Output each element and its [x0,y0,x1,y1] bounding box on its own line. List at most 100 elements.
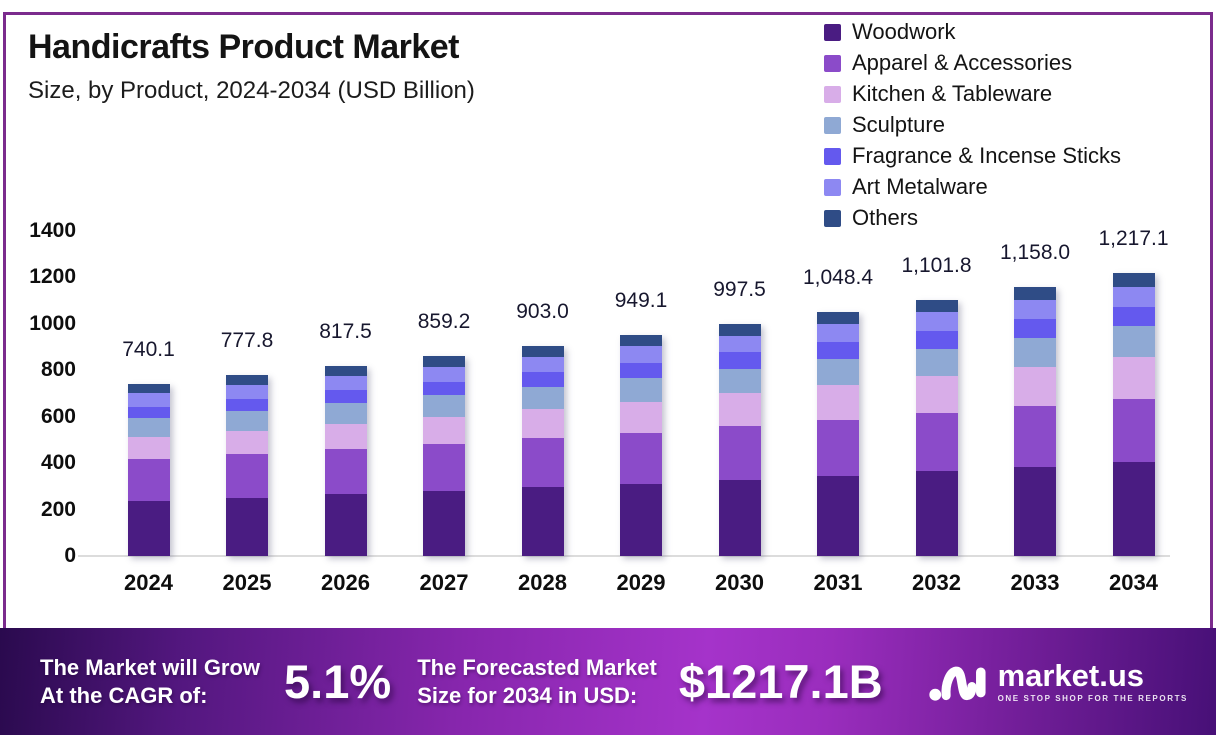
bar-segment-2030 [718,393,761,427]
bar-total-label-2032: 1,101.8 [901,253,972,277]
bar-segment-2025 [226,411,268,431]
legend-label: Art Metalware [852,174,988,199]
bar-segment-2030 [718,324,761,336]
x-axis-label-2025: 2025 [222,570,272,595]
bar-total-label-2029: 949.1 [614,289,668,313]
title-block: Handicrafts Product Market Size, by Prod… [28,28,475,105]
legend-swatch-icon [824,209,841,227]
bar-2031 [817,312,859,556]
legend-item-4: Sculpture [824,113,1121,137]
forecast-label: The Forecasted Market Size for 2034 in U… [417,654,657,710]
legend-swatch-icon [824,178,841,196]
bar-segment-2033 [1014,299,1056,319]
legend-item-5: Fragrance & Incense Sticks [824,144,1121,168]
market-us-logo: market.us ONE STOP SHOP FOR THE REPORTS [928,658,1188,706]
page-subtitle: Size, by Product, 2024-2034 (USD Billion… [28,77,475,104]
x-axis-label-2029: 2029 [616,570,666,595]
bar-segment-2028 [521,409,564,439]
bar-segment-2030 [718,479,761,556]
x-axis-line [78,555,1170,557]
bar-segment-2032 [915,413,958,472]
bar-segment-2032 [915,312,958,331]
bar-segment-2026 [324,423,367,450]
legend-item-7: Others [824,206,1121,230]
legend-label: Others [852,205,919,230]
legend-label: Kitchen & Tableware [852,81,1053,106]
y-axis-tick-1000: 1000 [29,311,76,335]
legend-label: Sculpture [852,112,945,137]
bar-2024 [127,383,170,556]
bar-segment-2027 [423,490,465,556]
bar-segment-2029 [620,401,662,433]
bar-segment-2027 [423,443,465,491]
bar-segment-2029 [620,362,662,378]
legend-label: Woodwork [852,19,956,44]
bar-segment-2030 [718,335,761,353]
bar-segment-2025 [226,384,268,399]
bar-segment-2024 [127,393,170,407]
bar-segment-2034 [1112,462,1155,556]
legend-swatch-icon [824,23,841,41]
legend-swatch-icon [824,147,841,165]
bar-total-label-2033: 1,158.0 [999,240,1071,264]
legend-swatch-icon [824,85,841,103]
bar-segment-2025 [226,398,268,412]
legend-swatch-icon [824,116,841,134]
bar-segment-2034 [1112,326,1155,357]
bar-segment-2033 [1014,286,1056,300]
bar-segment-2027 [423,395,465,417]
legend-label: Apparel & Accessories [852,50,1073,75]
bar-segment-2028 [521,386,564,410]
y-axis-tick-1200: 1200 [29,265,76,288]
bar-segment-2031 [817,358,859,385]
bar-total-label-2031: 1,048.4 [802,266,874,290]
bar-segment-2031 [817,341,859,359]
bar-segment-2031 [817,475,859,556]
forecast-value: $1217.1B [678,655,883,708]
bar-segment-2029 [620,346,662,363]
bar-segment-2032 [915,348,958,377]
bar-2028 [521,346,564,556]
bar-segment-2032 [915,330,958,349]
bar-2030 [718,324,761,556]
bar-segment-2033 [1014,406,1056,467]
footer-banner: The Market will Grow At the CAGR of: 5.1… [0,628,1216,735]
logo-name: market.us [997,658,1145,693]
market-us-wave-icon [928,666,986,701]
legend-item-2: Apparel & Accessories [824,51,1121,75]
y-axis-tick-1400: 1400 [29,218,76,242]
bar-segment-2026 [324,390,367,404]
bar-total-label-2024: 740.1 [122,337,175,361]
legend-item-3: Kitchen & Tableware [824,82,1121,106]
forecast-label-line1: The Forecasted Market [417,654,657,680]
bar-segment-2034 [1112,356,1155,399]
bar-total-label-2028: 903.0 [516,300,569,324]
bar-segment-2028 [521,356,564,373]
bar-segment-2025 [226,430,268,455]
bar-segment-2031 [817,384,859,420]
x-axis-label-2024: 2024 [124,570,173,595]
bar-segment-2033 [1014,366,1056,407]
bar-2029 [620,335,662,556]
bar-segment-2027 [423,356,465,367]
bar-segment-2025 [226,375,268,385]
bar-segment-2032 [915,299,958,313]
bar-total-label-2026: 817.5 [319,319,372,343]
x-axis-label-2028: 2028 [518,570,567,595]
bar-segment-2029 [620,483,662,556]
forecast-label-line2: Size for 2034 in USD: [417,682,638,708]
logo-tagline: ONE STOP SHOP FOR THE REPORTS [997,694,1188,703]
legend-swatch-icon [824,54,841,72]
bar-2034 [1112,273,1155,556]
x-axis-label-2026: 2026 [321,570,370,595]
bar-segment-2032 [915,376,958,414]
y-axis-tick-600: 600 [40,404,76,428]
bar-segment-2033 [1014,337,1056,367]
bar-segment-2025 [226,454,268,498]
bar-segment-2027 [423,366,465,382]
x-axis-label-2031: 2031 [813,570,863,595]
bar-segment-2034 [1112,398,1155,463]
bar-segment-2029 [620,377,662,402]
bar-2027 [423,356,465,556]
bar-segment-2024 [127,406,170,419]
